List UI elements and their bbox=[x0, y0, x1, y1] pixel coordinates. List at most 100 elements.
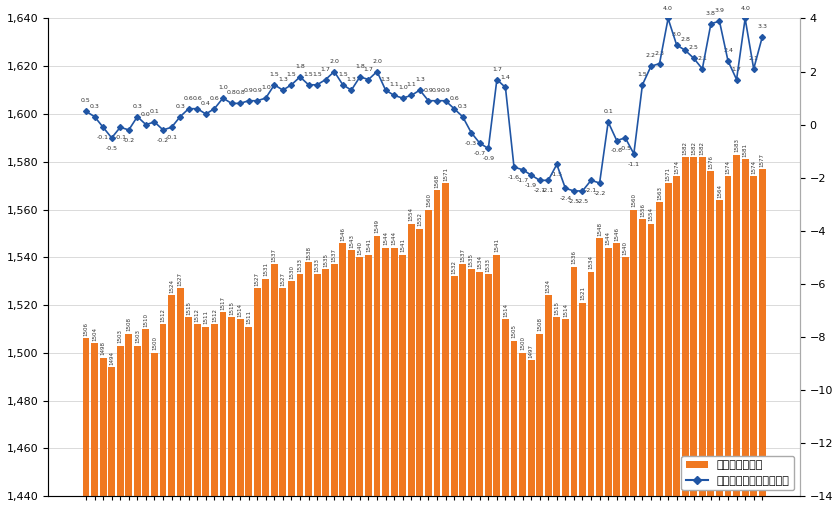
Text: 2.4: 2.4 bbox=[723, 48, 733, 53]
Text: 1544: 1544 bbox=[606, 231, 611, 245]
Text: 1504: 1504 bbox=[92, 327, 97, 341]
Text: -0.2: -0.2 bbox=[123, 138, 135, 143]
Text: 2.1: 2.1 bbox=[697, 56, 707, 61]
Text: 1544: 1544 bbox=[383, 231, 388, 245]
Bar bbox=[305, 262, 312, 509]
Text: -0.5: -0.5 bbox=[106, 146, 118, 151]
Text: 0.8: 0.8 bbox=[235, 91, 245, 95]
Text: -1.9: -1.9 bbox=[525, 183, 538, 188]
Text: 0.9: 0.9 bbox=[252, 88, 262, 93]
Bar bbox=[493, 255, 501, 509]
Bar bbox=[339, 243, 346, 509]
Bar bbox=[425, 210, 432, 509]
Bar bbox=[143, 329, 150, 509]
Text: 1521: 1521 bbox=[580, 286, 585, 300]
Text: 1.7: 1.7 bbox=[364, 67, 374, 72]
Text: -2.5: -2.5 bbox=[576, 199, 589, 204]
Text: 1582: 1582 bbox=[683, 140, 688, 155]
Text: 1498: 1498 bbox=[101, 341, 106, 355]
Text: 1574: 1574 bbox=[726, 160, 731, 174]
Bar bbox=[716, 200, 723, 509]
Text: -0.3: -0.3 bbox=[465, 140, 477, 146]
Text: 1506: 1506 bbox=[83, 322, 88, 336]
Bar bbox=[570, 267, 577, 509]
Bar bbox=[511, 341, 517, 509]
Bar bbox=[408, 224, 415, 509]
Text: 1.3: 1.3 bbox=[278, 77, 288, 82]
Text: 1517: 1517 bbox=[220, 296, 225, 310]
Bar bbox=[125, 334, 132, 509]
Text: 1511: 1511 bbox=[203, 310, 208, 324]
Text: 1535: 1535 bbox=[469, 253, 474, 267]
Text: 1533: 1533 bbox=[297, 258, 302, 272]
Text: 1.4: 1.4 bbox=[501, 74, 511, 79]
Text: 1.0: 1.0 bbox=[398, 85, 407, 90]
Bar bbox=[451, 276, 458, 509]
Text: 1540: 1540 bbox=[622, 241, 627, 255]
Bar bbox=[682, 157, 689, 509]
Text: -2.5: -2.5 bbox=[568, 199, 580, 204]
Text: 0.3: 0.3 bbox=[458, 104, 468, 109]
Text: -2.1: -2.1 bbox=[533, 188, 546, 193]
Text: 1515: 1515 bbox=[186, 301, 192, 315]
Bar bbox=[417, 229, 423, 509]
Text: 1.7: 1.7 bbox=[321, 67, 331, 72]
Text: -0.9: -0.9 bbox=[482, 156, 495, 161]
Text: 1.5: 1.5 bbox=[312, 72, 322, 77]
Bar bbox=[356, 257, 364, 509]
Bar bbox=[151, 353, 158, 509]
Text: 0.9: 0.9 bbox=[441, 88, 450, 93]
Text: 1.5: 1.5 bbox=[270, 72, 279, 77]
Text: 1560: 1560 bbox=[426, 193, 431, 207]
Text: 1512: 1512 bbox=[195, 308, 200, 322]
Text: 1.5: 1.5 bbox=[638, 72, 648, 77]
Legend: 平均時給（円）, 前年同月比増減率（％）: 平均時給（円）, 前年同月比増減率（％） bbox=[681, 456, 795, 491]
Text: 1.7: 1.7 bbox=[492, 67, 501, 72]
Text: 4.0: 4.0 bbox=[663, 6, 673, 11]
Text: 1582: 1582 bbox=[691, 140, 696, 155]
Text: 0.6: 0.6 bbox=[449, 96, 459, 101]
Text: -1.5: -1.5 bbox=[551, 173, 563, 177]
Bar bbox=[297, 274, 303, 509]
Text: 1524: 1524 bbox=[169, 279, 174, 293]
Text: 3.8: 3.8 bbox=[706, 11, 716, 16]
Bar bbox=[502, 319, 509, 509]
Text: 1.3: 1.3 bbox=[346, 77, 356, 82]
Bar bbox=[528, 360, 534, 509]
Text: 0.1: 0.1 bbox=[603, 109, 613, 114]
Text: 2.2: 2.2 bbox=[646, 53, 656, 58]
Text: 2.5: 2.5 bbox=[689, 45, 699, 50]
Text: 1497: 1497 bbox=[528, 344, 533, 357]
Text: 1494: 1494 bbox=[109, 351, 114, 365]
Text: 1512: 1512 bbox=[160, 308, 165, 322]
Bar bbox=[280, 288, 286, 509]
Text: -1.7: -1.7 bbox=[517, 178, 528, 183]
Bar bbox=[468, 269, 475, 509]
Bar bbox=[579, 303, 586, 509]
Text: 1.0: 1.0 bbox=[261, 85, 270, 90]
Text: 1574: 1574 bbox=[751, 160, 756, 174]
Bar bbox=[219, 312, 227, 509]
Text: 1.5: 1.5 bbox=[304, 72, 313, 77]
Text: 1511: 1511 bbox=[246, 310, 251, 324]
Bar bbox=[108, 367, 115, 509]
Text: 1581: 1581 bbox=[743, 143, 748, 157]
Text: 1571: 1571 bbox=[443, 167, 448, 181]
Text: 1.8: 1.8 bbox=[295, 64, 305, 69]
Text: 1548: 1548 bbox=[597, 222, 602, 236]
Bar bbox=[168, 295, 175, 509]
Text: 2.3: 2.3 bbox=[654, 50, 664, 55]
Bar bbox=[211, 324, 218, 509]
Bar bbox=[91, 343, 98, 509]
Text: 1563: 1563 bbox=[657, 186, 662, 200]
Text: 1577: 1577 bbox=[759, 153, 764, 166]
Text: 1531: 1531 bbox=[263, 262, 268, 276]
Bar bbox=[459, 265, 466, 509]
Text: 1541: 1541 bbox=[366, 239, 371, 252]
Text: 0.9: 0.9 bbox=[244, 88, 254, 93]
Text: 1.1: 1.1 bbox=[407, 82, 416, 88]
Text: 1560: 1560 bbox=[632, 193, 637, 207]
Text: 3.0: 3.0 bbox=[672, 32, 681, 37]
Text: 1574: 1574 bbox=[675, 160, 680, 174]
Text: 1515: 1515 bbox=[554, 301, 559, 315]
